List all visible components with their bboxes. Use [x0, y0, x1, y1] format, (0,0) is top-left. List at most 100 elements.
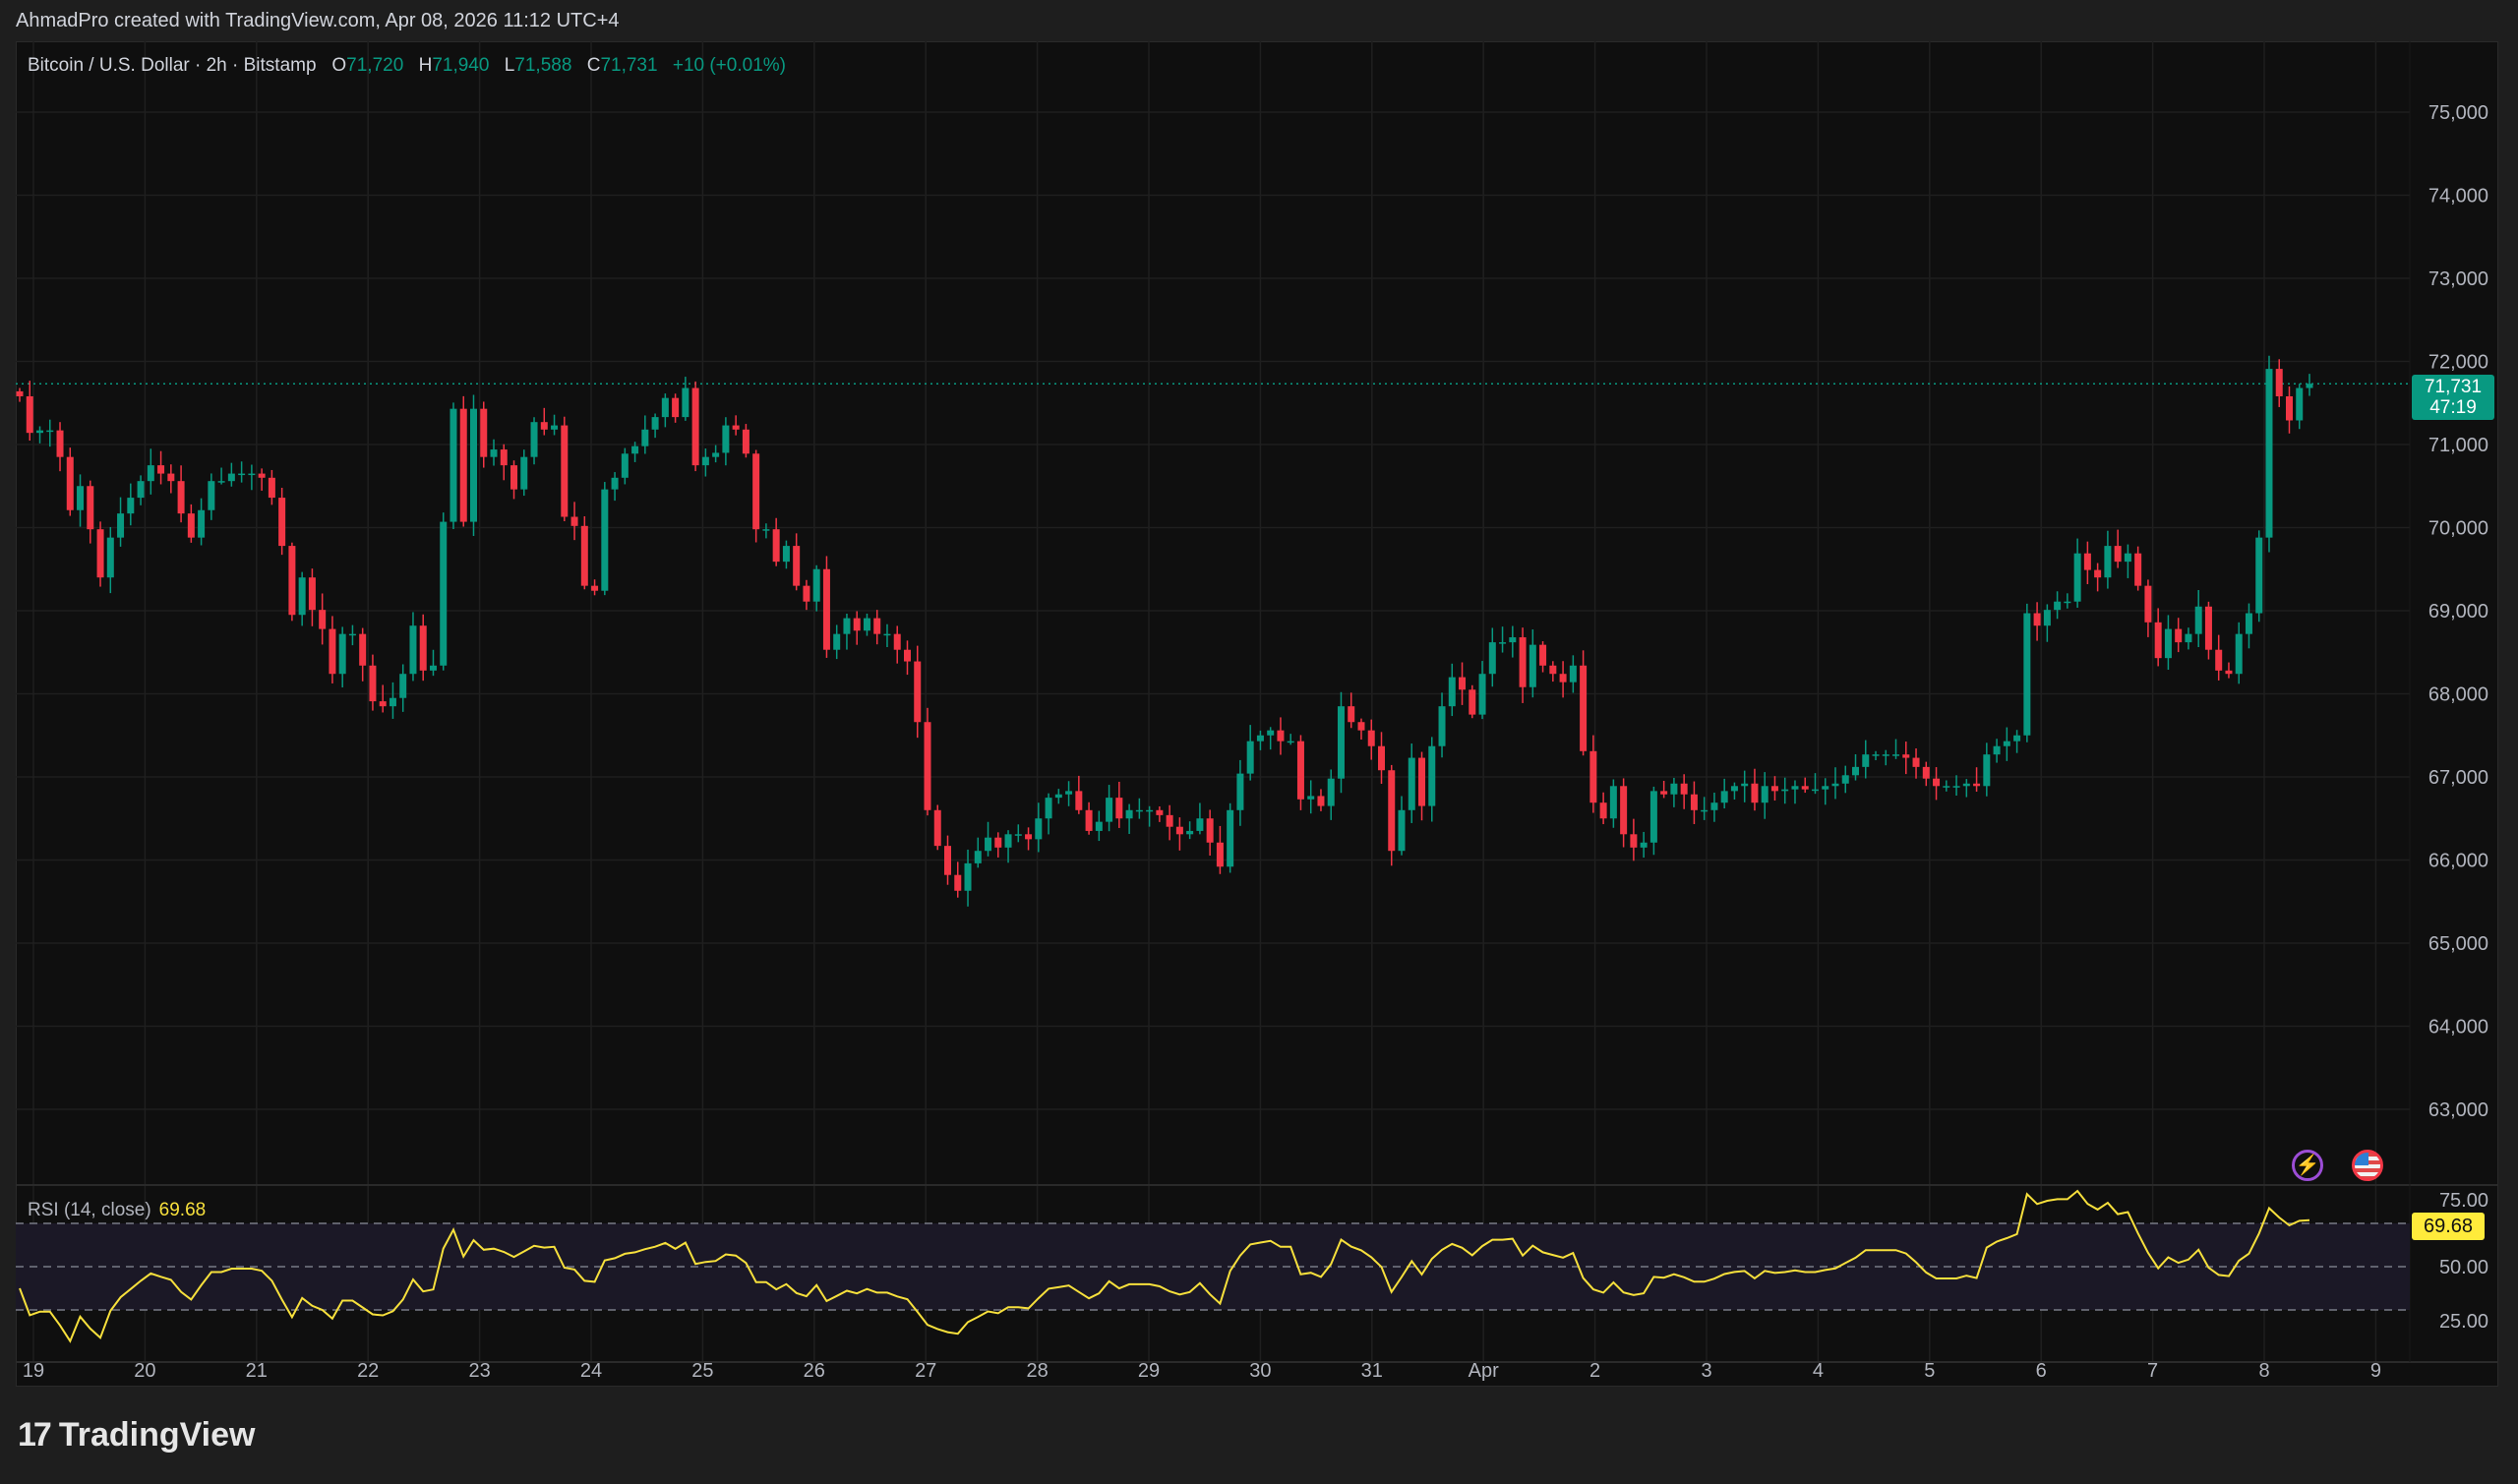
candle-body [1357, 722, 1365, 731]
candle-body [1872, 754, 1880, 756]
candle-body [1649, 791, 1657, 843]
candle-body [1499, 642, 1507, 644]
candle-body [772, 529, 780, 563]
candle-body [1146, 809, 1154, 812]
candle-body [591, 585, 599, 591]
candle-body [1549, 665, 1557, 675]
candle-body [1156, 809, 1164, 815]
candle-body [369, 665, 377, 702]
us-flag-icon[interactable] [2352, 1150, 2383, 1181]
candle-body [641, 429, 649, 446]
last-price: 71,731 [2424, 377, 2483, 397]
candle-body [570, 516, 578, 526]
candle-body [469, 408, 477, 522]
time-axis-label: 8 [2258, 1360, 2269, 1382]
open-label: O [331, 55, 347, 76]
candle-body [1620, 786, 1628, 835]
candle-body [1307, 796, 1315, 800]
candle-body [1428, 745, 1436, 806]
candle-body [1075, 791, 1083, 810]
sparkle-bolt-icon[interactable]: ⚡ [2292, 1150, 2323, 1181]
candle-body [2083, 553, 2091, 570]
candle-body [198, 509, 206, 538]
candle-body [1690, 794, 1698, 810]
price-axis-label: 73,000 [2428, 268, 2488, 290]
symbol-title[interactable]: Bitcoin / U.S. Dollar · 2h · Bitstamp [28, 55, 317, 76]
candle-body [1125, 809, 1133, 819]
candle-body [147, 465, 154, 482]
candle-body [500, 449, 508, 466]
change-value: +10 (+0.01%) [672, 55, 786, 76]
candle-body [964, 862, 972, 891]
candle-body [1186, 830, 1194, 835]
chart-attribution: AhmadPro created with TradingView.com, A… [16, 10, 620, 31]
candle-body [793, 546, 801, 586]
price-axis-label: 69,000 [2428, 601, 2488, 623]
candle-body [1408, 757, 1415, 810]
time-axis-label: 6 [2036, 1360, 2047, 1382]
candle-body [1045, 798, 1052, 819]
candle-body [1035, 818, 1043, 840]
candle-body [1580, 665, 1588, 751]
candle-body [1589, 750, 1597, 803]
candle-body [944, 846, 952, 875]
candle-body [1317, 796, 1325, 806]
candle-body [782, 546, 790, 563]
candle-body [732, 425, 740, 430]
time-axis-label: 21 [246, 1360, 268, 1382]
time-axis-label: 26 [804, 1360, 825, 1382]
candle-body [1085, 809, 1093, 831]
candle-body [2215, 649, 2223, 671]
chart-panel[interactable] [16, 41, 2498, 1387]
candle-body [1488, 642, 1496, 675]
candle-body [1670, 783, 1678, 795]
candle-body [1448, 677, 1456, 707]
candle-body [1882, 754, 1889, 756]
high-value: 71,940 [432, 55, 490, 76]
candle-body [672, 397, 680, 418]
candle-body [2013, 735, 2021, 742]
candle-body [2194, 606, 2202, 634]
candle-body [1509, 637, 1517, 643]
candle-body [1166, 814, 1173, 827]
candle-body [1791, 786, 1799, 790]
time-axis-label: 7 [2147, 1360, 2158, 1382]
candle-body [1469, 689, 1476, 715]
candle-body [843, 618, 851, 634]
candle-body [1973, 783, 1981, 787]
candle-body [540, 422, 548, 430]
candle-body [1811, 789, 1819, 792]
candle-body [1418, 757, 1426, 806]
candle-body [36, 430, 44, 434]
candle-body [1459, 677, 1467, 690]
candle-body [1720, 791, 1728, 803]
tradingview-logo-icon: 17 [18, 1416, 52, 1454]
time-axis-label: Apr [1469, 1360, 1499, 1382]
candle-body [1680, 783, 1688, 795]
time-axis-label: 9 [2370, 1360, 2381, 1382]
candle-body [2023, 613, 2031, 736]
candle-body [1761, 786, 1769, 803]
candle-body [117, 513, 125, 538]
candle-body [2164, 628, 2172, 659]
high-label: H [418, 55, 433, 76]
candle-body [1367, 730, 1375, 746]
rsi-legend-value: 69.68 [158, 1200, 207, 1220]
time-axis-label: 20 [134, 1360, 155, 1382]
candle-body [762, 529, 770, 531]
candle-body [924, 722, 931, 810]
candle-body [530, 422, 538, 457]
candle-body [2154, 622, 2162, 659]
candle-body [1014, 834, 1022, 836]
candle-body [1206, 818, 1214, 843]
rsi-legend[interactable]: RSI (14, close) 69.68 [28, 1200, 206, 1221]
tradingview-logo[interactable]: 17 TradingView [18, 1416, 255, 1454]
candle-body [2225, 670, 2233, 675]
candle-body [16, 390, 24, 396]
candle-body [1529, 644, 1536, 687]
time-axis-label: 28 [1026, 1360, 1048, 1382]
candle-body [2144, 585, 2152, 623]
candle-body [2235, 633, 2243, 675]
candle-body [2204, 606, 2212, 650]
